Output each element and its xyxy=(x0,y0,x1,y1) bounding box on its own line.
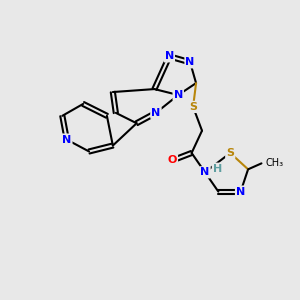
Text: N: N xyxy=(236,187,245,196)
Text: N: N xyxy=(151,108,160,118)
Text: N: N xyxy=(62,135,71,145)
Text: CH₃: CH₃ xyxy=(266,158,284,168)
Text: N: N xyxy=(185,57,195,67)
Text: N: N xyxy=(174,90,183,100)
Text: O: O xyxy=(168,155,177,165)
Text: H: H xyxy=(213,164,222,174)
Text: N: N xyxy=(200,167,210,177)
Text: S: S xyxy=(226,148,234,158)
Text: S: S xyxy=(189,102,197,112)
Text: N: N xyxy=(165,51,174,62)
